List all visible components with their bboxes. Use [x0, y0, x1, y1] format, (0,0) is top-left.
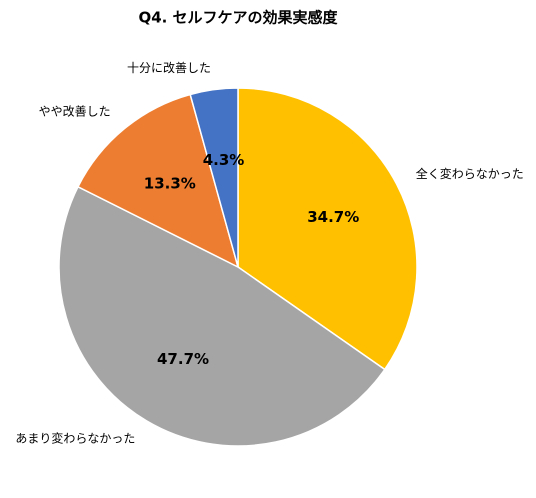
category-label: やや改善した	[39, 104, 111, 119]
value-label: 47.7%	[157, 350, 209, 368]
chart-title: Q4. セルフケアの効果実感度	[138, 9, 338, 27]
pie-slice	[58, 185, 386, 447]
pie-slice	[189, 87, 239, 268]
value-label: 34.7%	[307, 208, 359, 226]
category-label: 全く変わらなかった	[416, 166, 524, 181]
pie-slice	[76, 93, 240, 269]
pie-slice	[237, 87, 418, 371]
value-label: 13.3%	[144, 175, 196, 193]
category-label: 十分に改善した	[127, 60, 211, 75]
category-label: あまり変わらなかった	[15, 431, 135, 446]
value-label: 4.3%	[203, 151, 245, 169]
